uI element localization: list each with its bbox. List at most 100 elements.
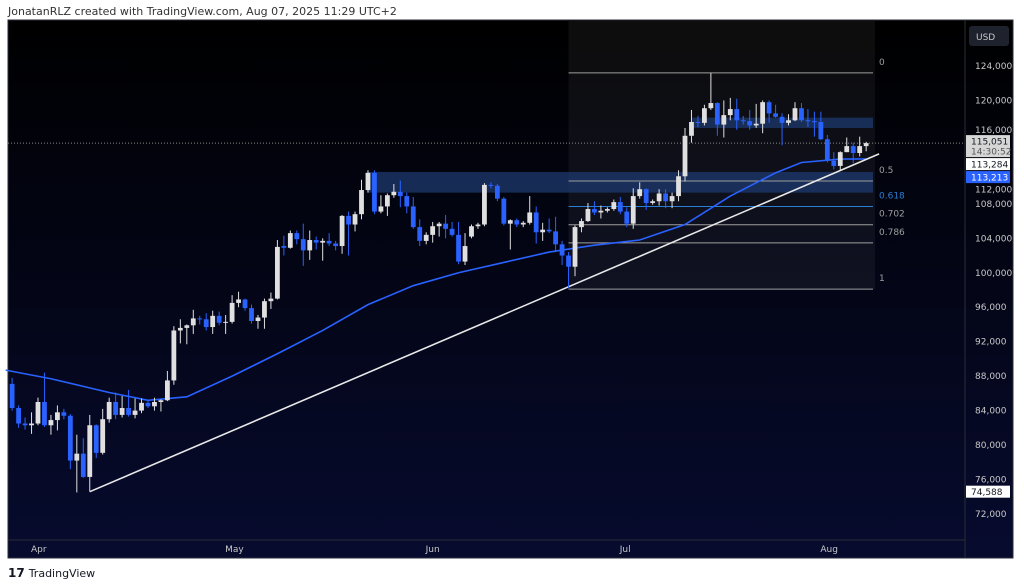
candle-body [753,123,759,126]
candle-body [779,116,785,123]
candle-body [824,139,830,161]
candle [216,311,222,326]
candle-body [559,244,565,256]
y-tick-label: 124,000 [975,62,1012,72]
price-label-box [966,135,1010,158]
candle [113,392,119,420]
candle [93,424,99,458]
price-label-value: 115,051 [971,138,1008,148]
tradingview-logo-icon: 17 [8,566,25,580]
candle [16,405,21,428]
candle-body [158,400,164,402]
candle [436,221,442,237]
candle [61,408,67,420]
candle-body [812,121,817,123]
y-tick-label: 80,000 [975,441,1007,451]
candle-body [740,120,746,122]
candle-body [307,240,313,251]
candle-body [113,401,119,415]
candle [714,102,720,136]
candle [255,314,261,329]
candle [9,377,15,411]
candle [676,170,681,202]
candle-body [255,317,261,322]
candle-body [702,108,707,123]
currency-button[interactable]: USD [969,26,1009,46]
candle-body [844,146,850,153]
candle [281,235,287,256]
candle-body [443,223,449,229]
candle [417,219,423,247]
candle-body [16,408,21,424]
countdown-timer: 14:30:52 [971,148,1011,158]
candle [100,408,106,455]
price-label-white: 74,588 [966,485,1010,498]
y-tick-label: 96,000 [975,303,1007,313]
candle-body [397,191,403,197]
candle-body [177,327,183,331]
candle-body [35,401,41,424]
candle-body [630,196,636,224]
candle [48,414,54,435]
candle-body [514,220,520,225]
candle [824,134,830,163]
candle [397,180,403,208]
candle-body [132,410,138,415]
candle-body [650,201,656,203]
y-tick-label: 76,000 [975,476,1007,486]
candle-body [430,226,436,235]
candle [462,233,468,266]
candle [630,188,636,229]
candle-body [274,246,280,299]
candle [514,218,520,228]
candle [708,72,714,110]
candle [106,397,112,423]
candle [287,230,293,249]
candle [300,223,306,266]
candle-body [727,109,733,116]
candle [262,298,267,329]
fib-level-label: 0.618 [879,192,905,202]
fib-level-label: 0 [879,58,885,68]
candle-body [100,419,106,453]
chart-attribution: JonatanRLZ created with TradingView.com,… [8,5,397,18]
candle-body [365,172,371,191]
candle-body [339,215,345,247]
candle [320,238,326,261]
candle-body [171,330,177,381]
candle [333,240,339,251]
candle [456,221,461,265]
candle [346,211,351,256]
candle-body [863,143,869,147]
x-tick-label: May [225,545,244,555]
candle [378,195,384,214]
candle [203,313,209,331]
candle-body [786,120,791,123]
candle [799,103,804,122]
candle-body [553,231,558,245]
price-label-value: 113,284 [971,161,1008,171]
candle-body [520,222,526,225]
candle [689,109,694,143]
candle-body [598,210,604,213]
candle-body [423,234,429,241]
candle-body [857,146,863,154]
candle-body [572,227,578,267]
candle-body [850,146,856,154]
y-tick-label: 120,000 [975,96,1012,106]
candle [617,196,623,215]
y-tick-label: 112,000 [975,185,1012,195]
candle-body [436,223,442,227]
candle-body [501,198,507,224]
candle-body [384,195,390,207]
price-label-value: 74,588 [971,488,1003,498]
candle [585,202,591,222]
candle [812,111,817,137]
candle-body [139,402,144,411]
candle [475,222,481,229]
candle-body [734,109,740,121]
candle [624,207,630,228]
candle-body [106,401,112,420]
candle-body [126,408,131,415]
